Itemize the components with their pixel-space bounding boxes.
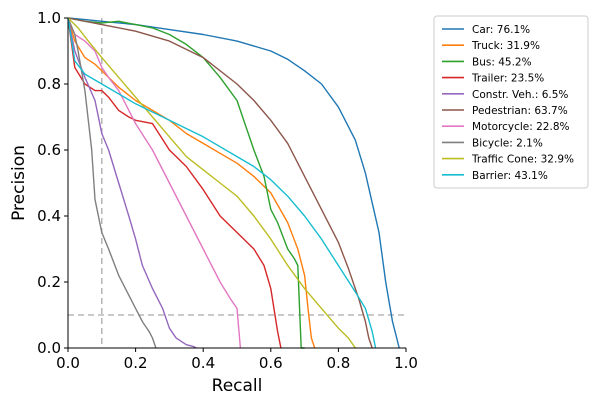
y-tick-label: 0.6 xyxy=(37,141,61,159)
series-line-6 xyxy=(67,17,373,349)
y-tick-label: 1.0 xyxy=(37,9,61,27)
legend-label: Bicycle: 2.1% xyxy=(472,137,543,149)
axes xyxy=(67,18,406,349)
x-tick-label: 0.4 xyxy=(191,354,215,372)
y-ticks: 0.0 0.2 0.4 0.6 0.8 1.0 xyxy=(37,9,68,357)
y-tick-label: 0.0 xyxy=(37,339,61,357)
series-line-8 xyxy=(67,17,157,349)
y-tick-label: 0.4 xyxy=(37,207,61,225)
x-axis-label: Recall xyxy=(212,376,263,396)
legend-label: Pedestrian: 63.7% xyxy=(472,105,568,117)
series-line-4 xyxy=(67,17,282,349)
series-line-5 xyxy=(67,17,197,349)
series-line-3 xyxy=(67,17,305,349)
x-tick-label: 0.0 xyxy=(56,354,80,372)
y-tick-label: 0.2 xyxy=(37,273,61,291)
legend-label: Bus: 45.2% xyxy=(472,56,532,68)
x-tick-label: 0.8 xyxy=(326,354,350,372)
series-line-1 xyxy=(67,17,400,349)
legend-label: Motorcycle: 22.8% xyxy=(472,121,570,133)
series-line-9 xyxy=(67,17,356,349)
x-tick-label: 1.0 xyxy=(394,354,418,372)
legend-label: Barrier: 43.1% xyxy=(472,170,548,182)
x-tick-label: 0.2 xyxy=(124,354,148,372)
x-tick-label: 0.6 xyxy=(259,354,283,372)
legend-label: Traffic Cone: 32.9% xyxy=(471,154,574,166)
legend-label: Constr. Veh.: 6.5% xyxy=(472,89,568,101)
series-line-10 xyxy=(67,17,377,349)
series-layer xyxy=(67,17,400,349)
x-ticks: 0.0 0.2 0.4 0.6 0.8 1.0 xyxy=(56,348,418,372)
y-axis-label: Precision xyxy=(9,145,29,221)
legend: Car: 76.1% Truck: 31.9% Bus: 45.2% Trailer:… xyxy=(433,15,589,189)
y-tick-label: 0.8 xyxy=(37,75,61,93)
legend-box xyxy=(433,15,589,189)
reference-lines xyxy=(68,18,406,348)
series-line-7 xyxy=(67,17,242,349)
legend-label: Truck: 31.9% xyxy=(471,40,540,52)
legend-label: Car: 76.1% xyxy=(472,24,530,36)
legend-label: Trailer: 23.5% xyxy=(471,73,544,85)
series-line-2 xyxy=(67,17,316,349)
